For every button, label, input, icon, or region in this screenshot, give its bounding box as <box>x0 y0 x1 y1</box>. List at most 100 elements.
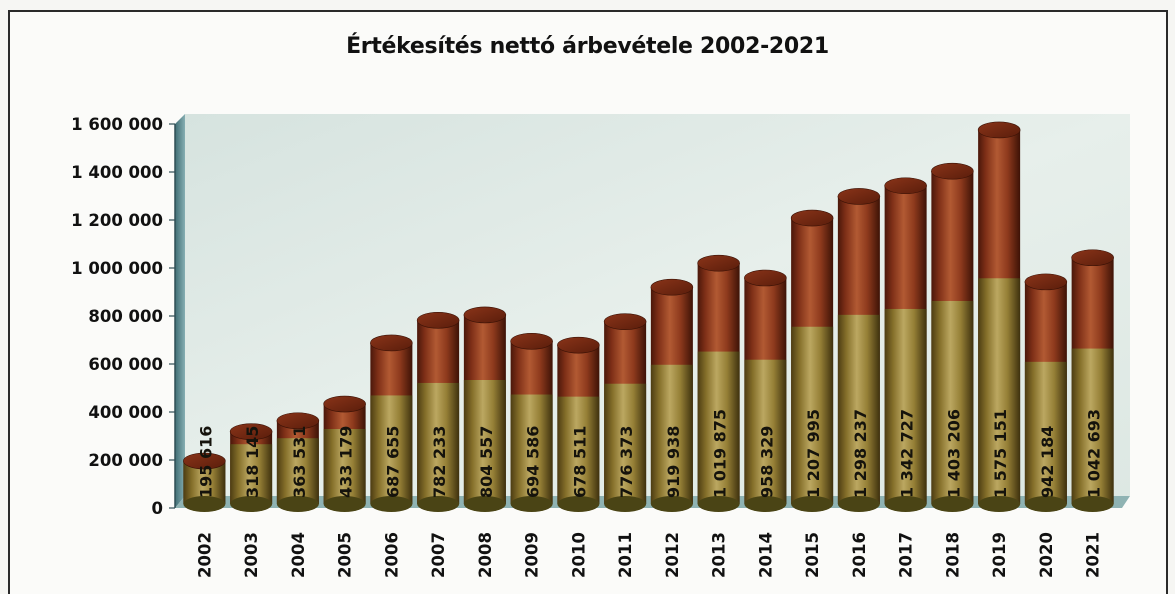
bar-lower-shade <box>276 438 319 504</box>
data-label: 678 511 <box>570 426 589 498</box>
x-tick-label: 2018 <box>943 532 962 578</box>
y-tick-label: 400 000 <box>88 403 163 422</box>
bar-cap <box>603 313 647 330</box>
bar-base <box>463 496 506 512</box>
x-tick-label: 2021 <box>1084 532 1103 578</box>
bar-cap <box>229 423 273 440</box>
bar-lower-shade <box>791 326 834 504</box>
data-label: 919 938 <box>664 426 683 498</box>
bar-cap <box>510 332 553 350</box>
bar-base <box>744 496 787 512</box>
bar-cap <box>837 188 881 205</box>
bar-base <box>884 496 927 512</box>
y-tick-label: 1 200 000 <box>71 211 163 230</box>
data-label: 195 616 <box>196 426 215 498</box>
bar-cap <box>370 334 413 352</box>
x-tick-label: 2012 <box>663 532 682 578</box>
data-label: 1 298 237 <box>851 409 870 498</box>
x-tick-label: 2005 <box>336 532 355 578</box>
bar-cap <box>977 121 1021 139</box>
bar-lower-shade <box>370 395 413 504</box>
bar-lower-shade <box>510 394 553 504</box>
bar-cap <box>183 452 226 470</box>
y-tick-label: 600 000 <box>88 355 163 374</box>
data-label: 363 531 <box>290 426 309 498</box>
bar-series: 195 616 318 145 363 531 433 179 687 655 782 2… <box>183 121 1114 512</box>
bar-cap <box>650 278 694 296</box>
x-tick-label: 2014 <box>756 532 775 578</box>
x-tick-label: 2019 <box>990 532 1009 578</box>
bar: 195 616 <box>183 426 226 512</box>
bar-lower-shade <box>744 359 787 504</box>
bar-cap <box>790 209 834 227</box>
bar: 1 298 237 <box>837 188 881 512</box>
data-label: 1 019 875 <box>711 409 730 498</box>
bar-base <box>791 496 834 512</box>
bar-lower-shade <box>884 308 927 504</box>
bar: 942 184 <box>1024 273 1068 512</box>
data-label: 804 557 <box>477 426 496 498</box>
bar-cap <box>323 395 366 413</box>
bar-base <box>1024 496 1067 512</box>
bar-base <box>697 496 740 512</box>
bar-base <box>1071 496 1114 512</box>
bar-base <box>557 496 600 512</box>
data-label: 687 655 <box>383 426 402 498</box>
bar-base <box>323 496 366 512</box>
bar-cap <box>416 311 460 329</box>
bar: 694 586 <box>510 332 553 512</box>
y-tick-label: 800 000 <box>88 307 163 326</box>
bar: 318 145 <box>229 423 273 512</box>
x-tick-label: 2007 <box>429 532 448 578</box>
y-tick-label: 1 400 000 <box>71 163 163 182</box>
bar: 919 938 <box>650 278 694 512</box>
bar-cap <box>884 177 927 195</box>
bar: 363 531 <box>276 412 320 512</box>
chart-title: Értékesítés nettó árbevétele 2002-2021 <box>346 34 829 59</box>
bar: 1 403 206 <box>931 162 974 512</box>
bar-base <box>417 496 460 512</box>
bar-lower-shade <box>463 379 506 504</box>
bar-cap <box>744 269 787 287</box>
bar-lower-shade <box>417 382 460 504</box>
bar: 1 207 995 <box>790 209 834 512</box>
bar-base <box>837 496 880 512</box>
x-tick-label: 2009 <box>523 532 542 578</box>
bar-lower-shade <box>931 300 974 504</box>
x-tick-label: 2003 <box>242 532 261 578</box>
bar-cap <box>1024 273 1068 291</box>
x-tick-label: 2020 <box>1037 532 1056 578</box>
bar-base <box>978 496 1021 512</box>
y-tick-label: 0 <box>152 499 163 518</box>
bar: 1 019 875 <box>697 254 740 512</box>
bar-cap <box>1071 249 1114 267</box>
bar-base <box>230 496 273 512</box>
bar-cap <box>276 412 320 430</box>
bar: 1 575 151 <box>977 121 1021 512</box>
x-tick-label: 2002 <box>195 532 214 578</box>
data-label: 942 184 <box>1038 426 1057 498</box>
bar-lower-shade <box>230 444 273 504</box>
x-tick-label: 2015 <box>803 532 822 578</box>
bar-lower-shade <box>323 429 366 504</box>
data-label: 433 179 <box>337 426 356 498</box>
bar: 1 342 727 <box>884 177 927 512</box>
data-label: 1 342 727 <box>898 409 917 498</box>
bar-cap <box>931 162 974 180</box>
data-label: 782 233 <box>430 426 449 498</box>
x-tick-label: 2016 <box>850 532 869 578</box>
bar-base <box>650 496 693 512</box>
bar-cap <box>463 306 507 324</box>
x-tick-label: 2013 <box>710 532 729 578</box>
bar-base <box>276 496 319 512</box>
bar: 678 511 <box>557 336 600 512</box>
x-tick-label: 2006 <box>382 532 401 578</box>
bar-base <box>604 496 647 512</box>
data-label: 1 042 693 <box>1085 409 1104 498</box>
x-tick-label: 2017 <box>897 532 916 578</box>
bar-base <box>183 496 226 512</box>
bar: 687 655 <box>370 334 413 512</box>
y-tick-label: 200 000 <box>88 451 163 470</box>
bar-cap <box>697 254 740 272</box>
